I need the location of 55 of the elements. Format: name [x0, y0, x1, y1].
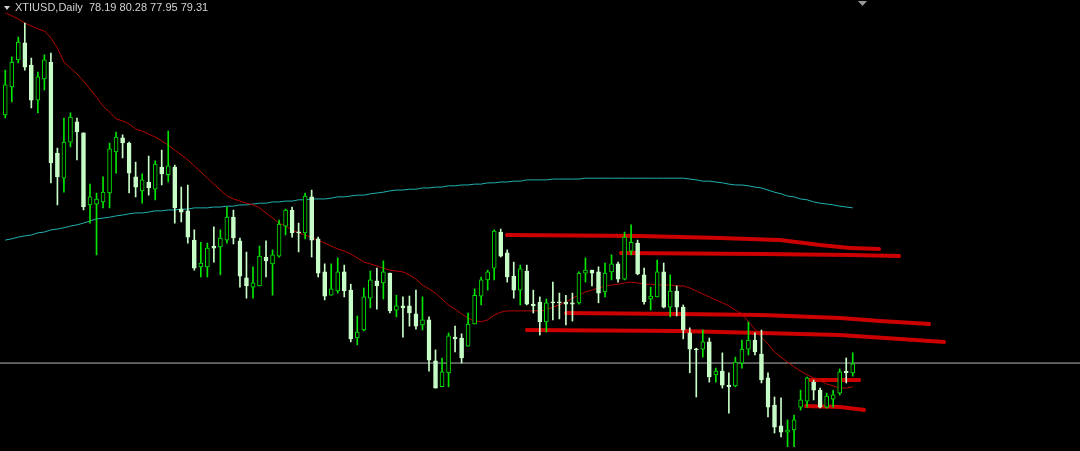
candlestick: [772, 396, 777, 434]
candlestick: [420, 296, 425, 331]
candlestick: [218, 229, 223, 276]
candlestick: [609, 254, 614, 281]
candlestick: [257, 245, 262, 287]
candlestick: [42, 54, 47, 91]
candlestick: [720, 352, 725, 389]
candlestick: [270, 249, 275, 296]
candlestick: [706, 337, 712, 383]
candlestick: [309, 189, 314, 258]
candlestick: [798, 389, 803, 411]
candlestick: [596, 266, 601, 304]
candlestick: [205, 242, 210, 278]
candlestick: [544, 298, 549, 333]
candlestick: [120, 134, 125, 159]
candlestick: [485, 269, 490, 291]
candlestick: [368, 270, 373, 309]
candlestick: [557, 292, 562, 320]
candlestick: [446, 332, 451, 388]
candlestick: [459, 333, 464, 364]
candlestick: [244, 251, 249, 299]
candlestick: [400, 296, 406, 338]
candlestick: [746, 321, 751, 356]
candlestick: [733, 356, 738, 388]
candlestick: [191, 229, 197, 271]
candlestick: [622, 231, 627, 281]
candlestick: [133, 161, 138, 198]
candlestick: [354, 315, 360, 346]
candlestick: [55, 147, 60, 206]
candlestick: [159, 149, 165, 186]
candlestick: [570, 292, 575, 322]
candlestick: [107, 142, 112, 209]
candlestick: [29, 57, 34, 109]
chart-title: XTIUSD,Daily 78.19 80.28 77.95 79.31: [15, 1, 209, 13]
candlestick: [94, 192, 99, 256]
candlestick: [635, 239, 640, 276]
candlestick: [283, 208, 288, 236]
candlestick: [472, 288, 477, 325]
candlestick: [328, 263, 334, 296]
candlestick: [693, 347, 699, 398]
candlestick: [811, 379, 816, 401]
candlestick: [381, 260, 386, 300]
candlestick: [146, 155, 152, 196]
candlestick: [824, 392, 829, 409]
candlestick: [394, 294, 399, 318]
candlestick: [231, 209, 236, 245]
candlestick: [68, 112, 73, 148]
candlestick: [165, 130, 171, 183]
candlestick: [661, 262, 667, 309]
candlestick: [433, 349, 438, 389]
candlestick: [550, 281, 556, 321]
candlestick: [322, 263, 328, 301]
candlestick: [407, 295, 412, 327]
candlestick: [296, 222, 301, 253]
candlestick: [759, 329, 764, 384]
